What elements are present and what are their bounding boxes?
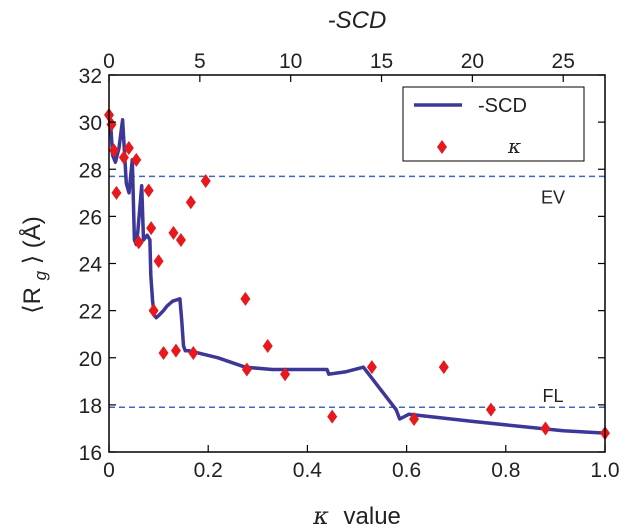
- top-tick-label: 25: [552, 50, 575, 73]
- kappa-point: [111, 185, 122, 200]
- x-tick-label: 0.2: [194, 459, 223, 482]
- kappa-point: [485, 402, 496, 417]
- kappa-point: [153, 254, 164, 269]
- top-tick-label: 5: [194, 50, 206, 73]
- top-tick-label: 20: [461, 50, 484, 73]
- x-tick-label: 1.0: [590, 459, 619, 482]
- x-axis-title: κ value: [312, 502, 401, 530]
- kappa-point: [327, 409, 338, 424]
- top-tick-label: 10: [279, 50, 302, 73]
- x-tick-label: 0: [103, 459, 115, 482]
- kappa-point: [409, 412, 420, 427]
- kappa-point: [188, 346, 199, 361]
- top-axis-title: -SCD: [328, 7, 387, 34]
- kappa-point: [280, 367, 291, 382]
- y-tick-label: 26: [79, 206, 102, 229]
- kappa-point: [131, 152, 142, 167]
- x-axis-title-text: value: [344, 503, 401, 530]
- kappa-point: [366, 360, 377, 375]
- y-tick-label: 22: [79, 301, 102, 324]
- kappa-point: [168, 225, 179, 240]
- kappa-point: [241, 362, 252, 377]
- kappa-point: [240, 291, 251, 306]
- y-tick-label: 18: [79, 395, 102, 418]
- kappa-point: [262, 338, 273, 353]
- kappa-point: [143, 183, 154, 198]
- top-tick-label: 15: [370, 50, 393, 73]
- y-tick-label: 20: [79, 348, 102, 371]
- x-tick-label: 0.8: [491, 459, 520, 482]
- kappa-point: [133, 235, 144, 250]
- legend-label-kappa: κ: [507, 134, 521, 158]
- kappa-point: [123, 141, 134, 156]
- y-axis-title: ⟨R g ⟩ (Å): [18, 216, 52, 314]
- legend: -SCD κ: [402, 86, 585, 162]
- x-tick-label: 0.6: [392, 459, 421, 482]
- kappa-point: [438, 360, 449, 375]
- kappa-point: [146, 221, 157, 236]
- legend-diamond-swatch: [437, 140, 447, 154]
- legend-label-scd: -SCD: [478, 95, 527, 117]
- y-tick-label: 24: [79, 254, 103, 277]
- series-line-scd: [107, 117, 606, 435]
- x-axis-title-symbol: κ: [312, 502, 329, 530]
- kappa-point: [148, 303, 159, 318]
- plot-area: EV FL: [104, 108, 610, 441]
- axes: 0 0.2 0.4 0.6 0.8 1.0 0 5 10 15 20 25 16 18 20 22 24 26 28…: [79, 50, 620, 482]
- kappa-point: [540, 421, 551, 436]
- reference-label-fl: FL: [542, 386, 563, 406]
- kappa-point: [185, 195, 196, 210]
- y-tick-label: 28: [79, 159, 102, 182]
- legend-box: [402, 86, 585, 162]
- kappa-point: [158, 346, 169, 361]
- y-tick-label: 16: [79, 442, 102, 465]
- kappa-point: [108, 143, 119, 158]
- top-tick-label: 0: [103, 50, 115, 73]
- x-tick-label: 0.4: [293, 459, 323, 482]
- y-axis-title-symbol: ⟨R: [19, 287, 46, 314]
- kappa-point: [118, 150, 129, 165]
- y-axis-title-sub: g: [31, 270, 50, 280]
- y-tick-label: 30: [79, 112, 102, 135]
- y-tick-label: 32: [79, 65, 102, 88]
- kappa-point: [170, 343, 181, 358]
- kappa-point: [175, 232, 186, 247]
- y-axis-title-tail: ⟩ (Å): [18, 216, 46, 264]
- reference-label-ev: EV: [541, 187, 565, 207]
- kappa-point: [200, 174, 211, 189]
